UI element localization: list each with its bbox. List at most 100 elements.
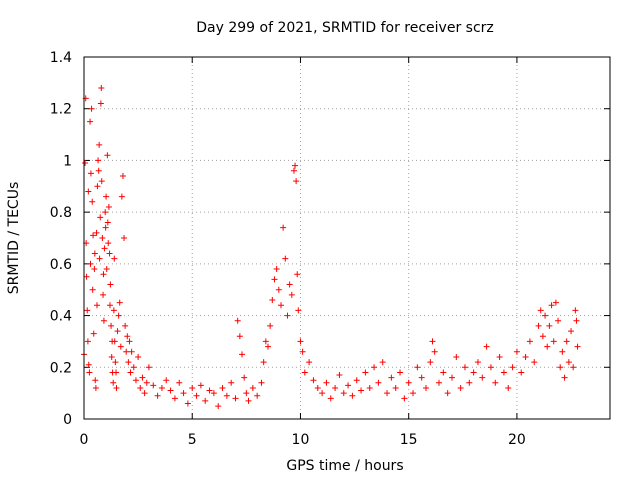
data-point: [141, 390, 148, 397]
data-point: [98, 85, 105, 92]
data-point: [552, 299, 559, 306]
data-point: [102, 209, 109, 216]
data-point: [105, 203, 112, 210]
y-tick-label: 0.2: [50, 360, 72, 376]
data-point: [453, 353, 460, 360]
data-point: [310, 377, 317, 384]
data-point: [130, 364, 137, 371]
data-point: [429, 338, 436, 345]
data-point: [154, 392, 161, 399]
data-point: [565, 359, 572, 366]
data-point: [104, 152, 111, 159]
data-point: [145, 364, 152, 371]
data-point: [103, 193, 110, 200]
data-point: [85, 188, 92, 195]
data-point: [87, 118, 94, 125]
data-point: [223, 392, 230, 399]
data-point: [284, 312, 291, 319]
axis-ticks: 0 0.2 0.4 0.6 0.8 1 1.2 1.4 0 5 10 15 20: [50, 50, 610, 448]
data-point: [98, 178, 105, 185]
data-point: [392, 384, 399, 391]
data-point: [114, 328, 121, 335]
data-point: [362, 369, 369, 376]
data-point: [117, 343, 124, 350]
data-point: [85, 361, 92, 368]
data-point: [513, 348, 520, 355]
data-point: [269, 297, 276, 304]
data-point: [332, 384, 339, 391]
data-point: [505, 384, 512, 391]
data-point: [91, 250, 98, 257]
data-point: [100, 271, 107, 278]
y-tick-label: 0.6: [50, 257, 72, 273]
data-point: [531, 359, 538, 366]
data-point: [89, 286, 96, 293]
data-point: [555, 317, 562, 324]
data-point: [95, 167, 102, 174]
data-point: [176, 379, 183, 386]
y-tick-label: 0: [63, 412, 72, 428]
data-point: [180, 390, 187, 397]
data-point: [100, 317, 107, 324]
data-point: [388, 374, 395, 381]
data-point: [492, 379, 499, 386]
data-point: [568, 328, 575, 335]
data-point: [236, 333, 243, 340]
data-point: [349, 392, 356, 399]
data-point: [563, 338, 570, 345]
data-point: [288, 291, 295, 298]
data-point: [271, 276, 278, 283]
data-point: [470, 369, 477, 376]
data-point: [570, 364, 577, 371]
data-point: [197, 382, 204, 389]
data-point: [189, 384, 196, 391]
data-points: [81, 85, 581, 410]
data-point: [249, 384, 256, 391]
data-point: [522, 353, 529, 360]
data-point: [106, 302, 113, 309]
data-point: [262, 338, 269, 345]
data-point: [294, 271, 301, 278]
data-point: [440, 369, 447, 376]
data-point: [444, 390, 451, 397]
data-point: [466, 379, 473, 386]
data-point: [95, 157, 102, 164]
data-point: [90, 232, 97, 239]
data-point: [125, 359, 132, 366]
x-tick-label: 5: [188, 432, 197, 448]
data-point: [167, 387, 174, 394]
data-point: [234, 317, 241, 324]
data-point: [84, 338, 91, 345]
data-point: [97, 100, 104, 107]
data-point: [526, 338, 533, 345]
data-point: [111, 255, 118, 262]
data-point: [353, 377, 360, 384]
data-point: [461, 364, 468, 371]
data-point: [254, 392, 261, 399]
data-point: [108, 322, 115, 329]
data-point: [121, 235, 128, 241]
data-point: [277, 302, 284, 309]
y-tick-label: 0.4: [50, 309, 72, 325]
data-point: [126, 338, 133, 345]
data-point: [90, 330, 97, 337]
data-point: [115, 312, 122, 319]
data-point: [123, 348, 130, 355]
data-point: [215, 403, 222, 410]
grid: [84, 57, 610, 419]
data-point: [299, 348, 306, 355]
data-point: [163, 377, 170, 384]
data-point: [92, 384, 99, 391]
x-tick-label: 0: [80, 432, 89, 448]
data-point: [93, 229, 100, 236]
x-axis-label: GPS time / hours: [286, 458, 403, 474]
data-point: [572, 307, 579, 314]
data-point: [124, 333, 131, 340]
data-point: [83, 273, 90, 280]
data-point: [544, 343, 551, 350]
data-point: [103, 266, 110, 273]
data-point: [93, 302, 100, 309]
data-point: [557, 364, 564, 371]
y-axis-label: SRMTID / TECUs: [6, 182, 22, 295]
data-point: [84, 307, 91, 314]
